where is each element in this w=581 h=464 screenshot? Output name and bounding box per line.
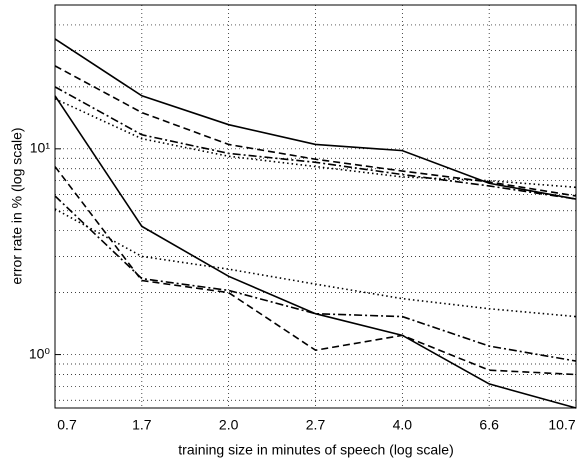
x-axis-label: training size in minutes of speech (log … bbox=[178, 442, 453, 458]
plot-frame bbox=[54, 4, 577, 409]
y-axis-label: error rate in % (log scale) bbox=[9, 127, 25, 284]
x-tick-label: 1.7 bbox=[132, 417, 152, 433]
series-line bbox=[54, 38, 577, 200]
y-tick-label: 10⁰ bbox=[29, 345, 51, 361]
x-tick-label: 4.0 bbox=[393, 417, 413, 433]
x-tick-label: 0.7 bbox=[57, 417, 77, 433]
x-tick-label: 6.6 bbox=[479, 417, 499, 433]
series-line bbox=[54, 95, 577, 409]
series-line bbox=[54, 208, 577, 318]
series-line bbox=[54, 65, 577, 197]
series-line bbox=[54, 166, 577, 376]
y-tick-label: 10¹ bbox=[30, 140, 51, 156]
series-line bbox=[54, 195, 577, 362]
series-line bbox=[54, 98, 577, 189]
x-tick-label: 10.7 bbox=[548, 417, 575, 433]
x-tick-label: 2.7 bbox=[306, 417, 326, 433]
x-tick-label: 2.0 bbox=[219, 417, 239, 433]
series-line bbox=[54, 86, 577, 200]
